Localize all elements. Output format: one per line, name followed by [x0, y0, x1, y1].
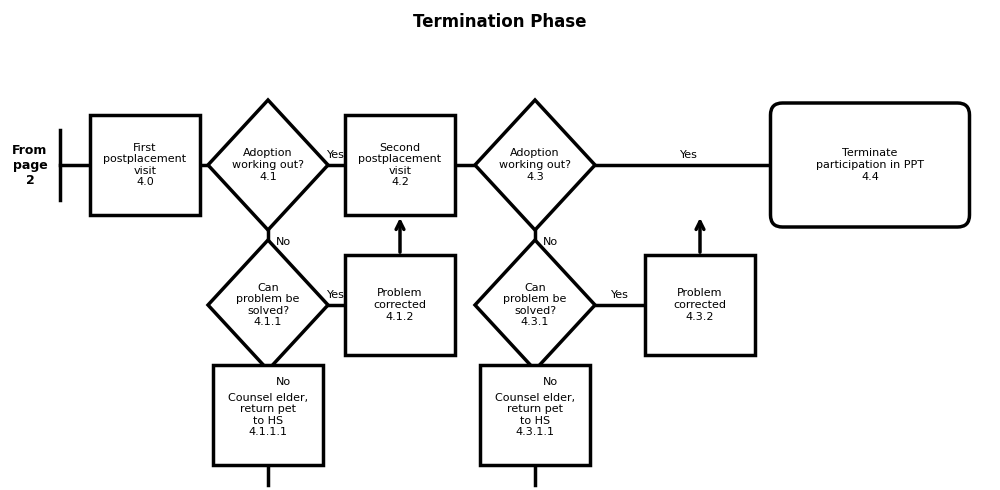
Text: From
page
2: From page 2 [12, 144, 48, 187]
FancyBboxPatch shape [90, 115, 200, 215]
Text: Yes: Yes [680, 150, 698, 160]
FancyBboxPatch shape [345, 255, 455, 355]
FancyBboxPatch shape [645, 255, 755, 355]
Polygon shape [475, 100, 595, 230]
Text: No: No [543, 237, 558, 247]
Text: First
postplacement
visit
4.0: First postplacement visit 4.0 [103, 143, 187, 187]
Text: Counsel elder,
return pet
to HS
4.3.1.1: Counsel elder, return pet to HS 4.3.1.1 [495, 392, 575, 438]
Text: Termination Phase: Termination Phase [413, 13, 587, 31]
Text: Can
problem be
solved?
4.3.1: Can problem be solved? 4.3.1 [503, 283, 567, 327]
Text: Yes: Yes [611, 290, 629, 300]
Text: Yes: Yes [327, 290, 345, 300]
Text: Second
postplacement
visit
4.2: Second postplacement visit 4.2 [358, 143, 442, 187]
Polygon shape [475, 240, 595, 370]
Text: No: No [276, 237, 291, 247]
Text: Terminate
participation in PPT
4.4: Terminate participation in PPT 4.4 [816, 148, 924, 182]
Text: Problem
corrected
4.1.2: Problem corrected 4.1.2 [374, 289, 426, 321]
Text: No: No [276, 377, 291, 387]
FancyBboxPatch shape [213, 365, 323, 465]
Text: No: No [543, 377, 558, 387]
Polygon shape [208, 240, 328, 370]
Text: Adoption
working out?
4.1: Adoption working out? 4.1 [232, 148, 304, 182]
FancyBboxPatch shape [770, 103, 970, 227]
FancyBboxPatch shape [345, 115, 455, 215]
Text: Adoption
working out?
4.3: Adoption working out? 4.3 [499, 148, 571, 182]
Text: Counsel elder,
return pet
to HS
4.1.1.1: Counsel elder, return pet to HS 4.1.1.1 [228, 392, 308, 438]
Polygon shape [208, 100, 328, 230]
Text: Yes: Yes [327, 150, 345, 160]
Text: Problem
corrected
4.3.2: Problem corrected 4.3.2 [674, 289, 726, 321]
FancyBboxPatch shape [480, 365, 590, 465]
Text: Can
problem be
solved?
4.1.1: Can problem be solved? 4.1.1 [236, 283, 300, 327]
